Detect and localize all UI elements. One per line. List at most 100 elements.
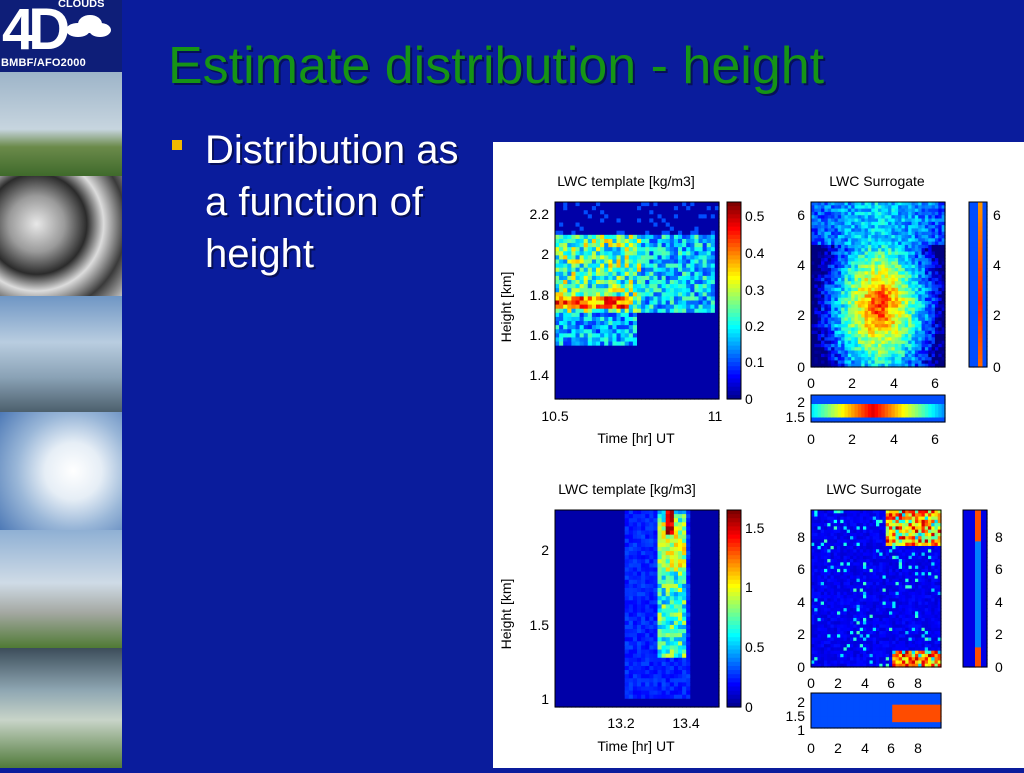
chart4-bottom-ytick-1: 1.5 (786, 708, 806, 724)
chart1-title: LWC template [kg/m3] (557, 173, 694, 189)
chart3-heatmap-frame (554, 509, 720, 708)
chart1-ytick-4: 1.4 (530, 367, 550, 383)
chart3-title: LWC template [kg/m3] (558, 481, 695, 497)
chart3-cbtick-0: 1.5 (745, 520, 765, 536)
chart2-ytick-1: 4 (797, 257, 805, 273)
chart3-ylabel: Height [km] (498, 579, 514, 650)
chart2-xtick-2: 4 (890, 375, 898, 391)
chart2-heatmap (811, 202, 946, 368)
chart4-xtick-3: 6 (887, 675, 895, 691)
chart3-heatmap (555, 510, 720, 708)
chart2-ytick-3: 0 (797, 359, 805, 375)
chart3-colorbar (726, 509, 742, 708)
project-logo: 4D CLOUDS BMBF/AFO2000 (0, 0, 122, 72)
chart1-cbtick-4: 0.1 (745, 354, 765, 370)
logo-4d: 4D (2, 0, 70, 62)
figure-panel: LWC template [kg/m3] 2.2 2 1.8 1.6 1.4 10.5 11 0… (493, 142, 1024, 768)
chart2-side-ytick-0: 6 (993, 207, 1001, 223)
chart3-cbtick-2: 0.5 (745, 639, 765, 655)
chart1-cbtick-0: 0.5 (745, 208, 765, 224)
chart4-ytick-0: 8 (797, 529, 805, 545)
chart2-side-profile-frame (968, 201, 988, 368)
chart3-xtick-1: 13.4 (672, 715, 699, 731)
chart4-bottom-xtick-0: 0 (807, 740, 815, 756)
slide-title: Estimate distribution - height (168, 37, 825, 95)
chart4-heatmap-frame (810, 509, 942, 668)
chart4-bottom-profile-frame (810, 692, 942, 729)
chart2-bottom-xtick-1: 2 (848, 431, 856, 447)
logo-sponsor: BMBF/AFO2000 (1, 57, 86, 69)
chart1-cbtick-1: 0.4 (745, 245, 765, 261)
photo-landscape (0, 648, 122, 768)
chart3-xlabel: Time [hr] UT (597, 738, 675, 754)
bullet-text: Distribution as a function of height (205, 128, 459, 276)
chart2-side-ytick-3: 0 (993, 359, 1001, 375)
chart1-xlabel: Time [hr] UT (597, 430, 675, 446)
chart2-title: LWC Surrogate (829, 173, 925, 189)
chart4-bottom-profile (811, 693, 942, 729)
chart2-xtick-1: 2 (848, 375, 856, 391)
chart4-title: LWC Surrogate (826, 481, 922, 497)
chart1-cbtick-2: 0.3 (745, 282, 765, 298)
chart4-bottom-xtick-1: 2 (834, 740, 842, 756)
chart2-bottom-profile (811, 395, 946, 423)
chart3-ytick-1: 1.5 (530, 617, 550, 633)
chart2-side-profile (969, 202, 988, 368)
sidebar-photo-strip: 4D CLOUDS BMBF/AFO2000 (0, 0, 122, 768)
chart1-ylabel: Height [km] (498, 272, 514, 343)
chart3-cbtick-1: 1 (745, 579, 753, 595)
photo-instrument-field (0, 72, 122, 176)
chart2-xtick-3: 6 (931, 375, 939, 391)
chart1-heatmap (555, 202, 720, 400)
chart1-xtick-1: 11 (708, 408, 723, 424)
chart4-side-ytick-4: 0 (995, 659, 1003, 675)
photo-radiometer (0, 296, 122, 412)
chart4-xtick-0: 0 (807, 675, 815, 691)
chart4-ytick-2: 4 (797, 594, 805, 610)
chart4-xtick-2: 4 (861, 675, 869, 691)
chart4-bottom-xtick-2: 4 (861, 740, 869, 756)
chart4-xtick-1: 2 (834, 675, 842, 691)
chart2-bottom-ytick-0: 2 (797, 394, 805, 410)
chart1-colorbar (726, 201, 742, 400)
chart4-bottom-ytick-2: 1 (797, 722, 805, 738)
chart2-bottom-xtick-0: 0 (807, 431, 815, 447)
chart1-xtick-0: 10.5 (541, 408, 568, 424)
chart2-bottom-ytick-1: 1.5 (786, 409, 806, 425)
chart1-cbtick-5: 0 (745, 391, 753, 407)
chart4-side-profile (963, 510, 988, 668)
chart1-ytick-2: 1.8 (530, 287, 550, 303)
chart3-xtick-0: 13.2 (607, 715, 634, 731)
chart3-cbtick-3: 0 (745, 699, 753, 715)
chart2-xtick-0: 0 (807, 375, 815, 391)
logo-clouds-text: CLOUDS (58, 0, 105, 10)
chart2-ytick-2: 2 (797, 307, 805, 323)
chart4-bottom-ytick-0: 2 (797, 694, 805, 710)
chart2-side-ytick-1: 4 (993, 257, 1001, 273)
photo-cloud-texture (0, 176, 122, 296)
chart4-bottom-xtick-4: 8 (914, 740, 922, 756)
chart1-ytick-0: 2.2 (530, 206, 550, 222)
chart2-ytick-0: 6 (797, 207, 805, 223)
chart1-ytick-3: 1.6 (530, 327, 550, 343)
chart2-bottom-profile-frame (810, 394, 946, 423)
chart3-ytick-2: 1 (541, 691, 549, 707)
chart4-ytick-3: 2 (797, 626, 805, 642)
chart1-ytick-1: 2 (541, 246, 549, 262)
chart3-ytick-0: 2 (541, 542, 549, 558)
chart4-xtick-4: 8 (914, 675, 922, 691)
chart2-side-ytick-2: 2 (993, 307, 1001, 323)
chart1-heatmap-frame (554, 201, 720, 400)
photo-instrument-trailer (0, 530, 122, 648)
figure-svg: LWC template [kg/m3]2.221.81.61.410.5 110… (498, 173, 1003, 756)
chart4-ytick-4: 0 (797, 659, 805, 675)
cloud-icon (66, 15, 111, 37)
chart4-side-profile-frame (962, 509, 988, 668)
chart4-ytick-1: 6 (797, 561, 805, 577)
chart4-heatmap (811, 510, 942, 668)
photo-cumulus (0, 412, 122, 530)
chart4-side-ytick-1: 6 (995, 561, 1003, 577)
chart2-bottom-xtick-3: 6 (931, 431, 939, 447)
bullet-marker (172, 140, 182, 150)
chart1-cbtick-3: 0.2 (745, 318, 765, 334)
